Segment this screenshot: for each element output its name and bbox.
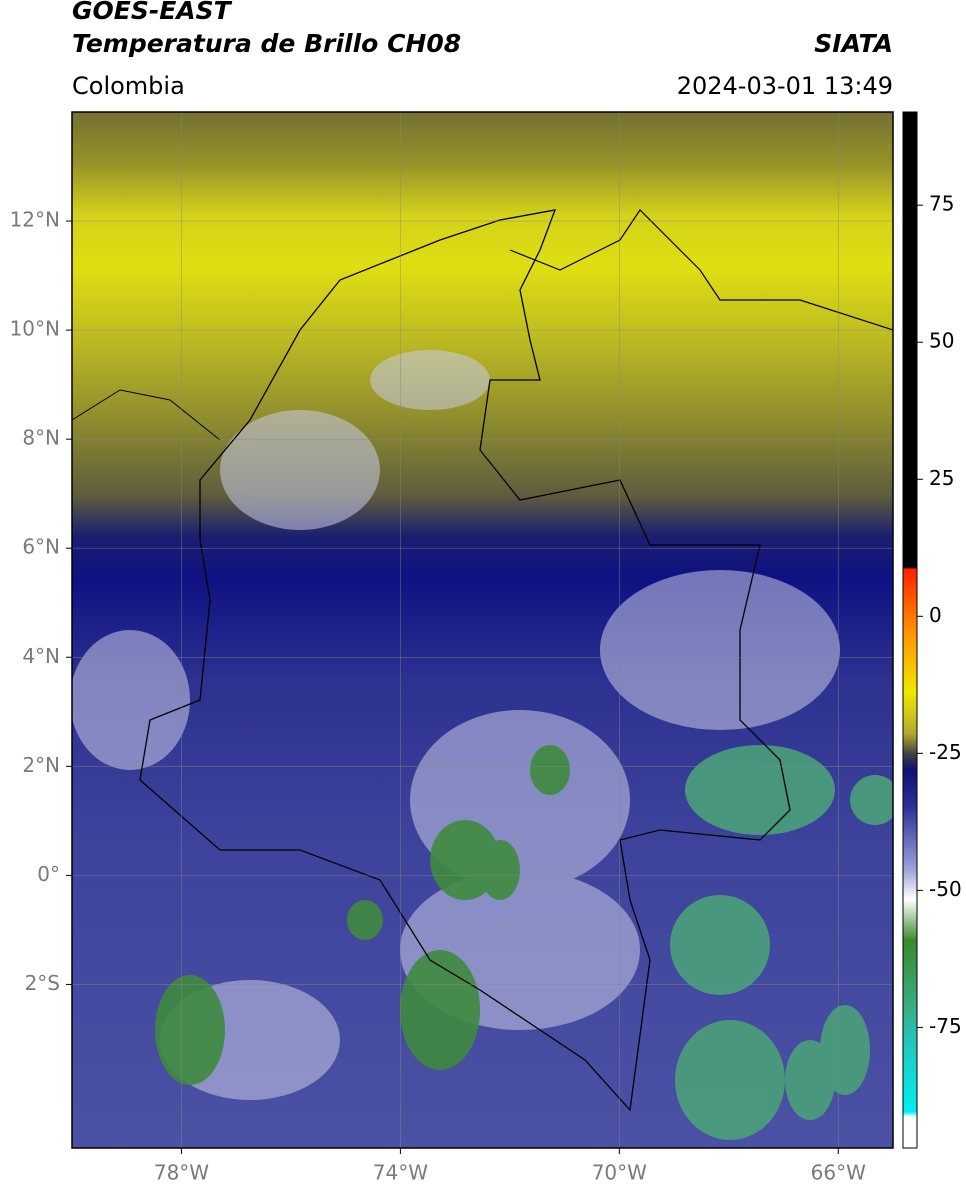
colorbar-tick-label: 25 xyxy=(929,466,954,490)
x-tick-label: 78°W xyxy=(154,1161,209,1185)
colorbar-tick-label: -50 xyxy=(929,877,962,901)
y-tick-label: 4°N xyxy=(22,644,60,668)
y-tick-label: 2°N xyxy=(22,753,60,777)
title: GOES-EAST xyxy=(72,0,233,25)
x-tick-label: 66°W xyxy=(811,1161,866,1185)
subtitle: Temperatura de Brillo CH08 xyxy=(72,29,461,58)
x-tick-label: 74°W xyxy=(373,1161,428,1185)
colorbar-tick-label: -25 xyxy=(929,740,962,764)
y-tick-label: 12°N xyxy=(10,208,60,232)
satellite-image xyxy=(72,112,893,1148)
colorbar xyxy=(902,111,918,1149)
y-tick-label: 2°S xyxy=(25,971,60,995)
x-tick-label: 70°W xyxy=(592,1161,647,1185)
y-tick-label: 10°N xyxy=(10,317,60,341)
source: SIATA xyxy=(814,29,893,58)
y-tick-label: 0° xyxy=(37,862,60,886)
colorbar-tick-label: 50 xyxy=(929,329,954,353)
colorbar-tick-label: 75 xyxy=(929,192,954,216)
y-tick-label: 6°N xyxy=(22,535,60,559)
region: Colombia xyxy=(72,72,185,100)
datetime: 2024-03-01 13:49 xyxy=(677,72,893,100)
map-frame xyxy=(71,111,894,1149)
grid xyxy=(72,112,893,1148)
y-tick-label: 8°N xyxy=(22,426,60,450)
colorbar-tick-label: -75 xyxy=(929,1014,962,1038)
colorbar-tick-label: 0 xyxy=(929,603,942,627)
